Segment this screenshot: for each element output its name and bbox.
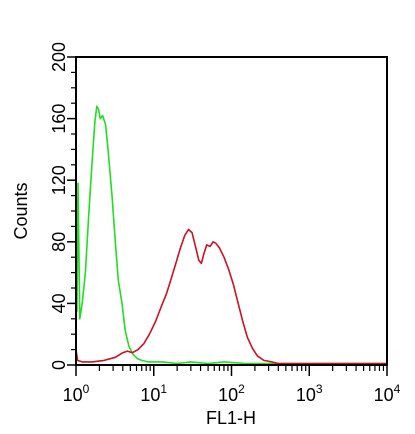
y-tick-label: 40 <box>49 293 69 313</box>
y-tick-label: 160 <box>49 104 69 134</box>
plot-frame <box>75 56 388 366</box>
series-line-1 <box>75 105 387 365</box>
x-axis-title: FL1-H <box>206 408 256 428</box>
x-tick-label: 100 <box>63 382 90 405</box>
x-tick-label: 101 <box>140 382 167 405</box>
y-tick-label: 120 <box>49 165 69 195</box>
y-tick-label: 80 <box>49 232 69 252</box>
x-tick-label: 103 <box>296 382 323 405</box>
y-axis-title: Counts <box>11 182 31 239</box>
x-tick-label: 102 <box>218 382 245 405</box>
y-tick-label: 0 <box>49 360 69 370</box>
x-tick-label: 104 <box>374 382 401 405</box>
series-layer <box>75 105 387 365</box>
axis-layer: 100 101 102 103 104 0 40 80 120 160 200 <box>49 42 401 405</box>
y-tick-label: 200 <box>49 42 69 72</box>
series-line-2 <box>75 228 387 365</box>
